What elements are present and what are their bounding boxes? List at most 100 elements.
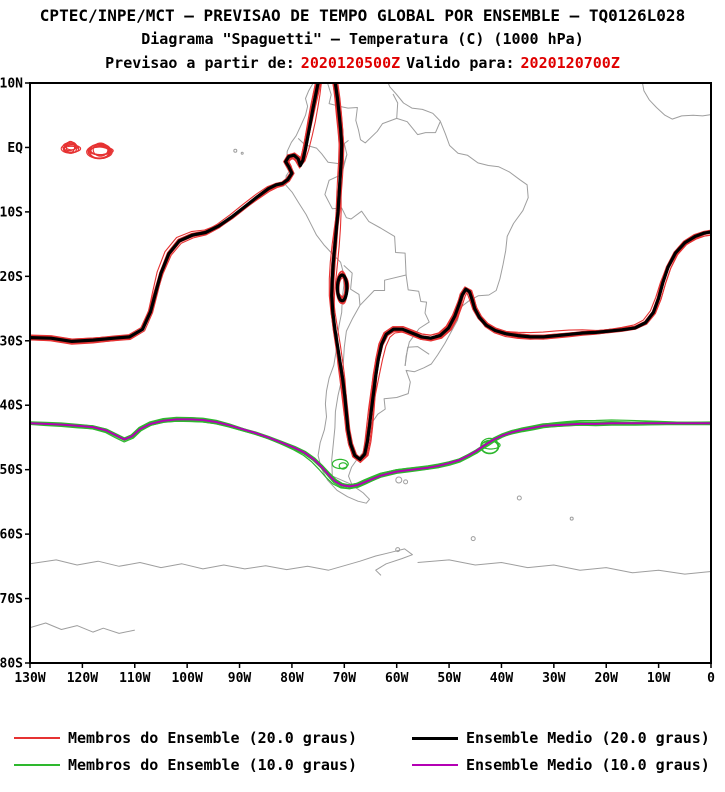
y-tick-label: 70S	[0, 592, 23, 607]
legend-item: Membros do Ensemble (10.0 graus)	[14, 756, 412, 774]
member-line	[331, 83, 711, 463]
member-loop	[86, 144, 113, 160]
legend-line-sample	[412, 764, 458, 766]
mean-loop	[335, 273, 349, 303]
member-line	[30, 83, 321, 342]
legend-item: Ensemble Medio (20.0 graus)	[412, 729, 725, 747]
island	[403, 479, 409, 485]
y-tick-label: 40S	[0, 399, 23, 414]
legend-label: Membros do Ensemble (10.0 graus)	[68, 756, 357, 774]
island	[470, 536, 476, 542]
member-line	[30, 420, 711, 490]
legend-item: Ensemble Medio (10.0 graus)	[412, 756, 725, 774]
member-line	[330, 83, 711, 462]
member-line	[30, 83, 322, 343]
coastline	[396, 117, 441, 136]
init-label: Previsao a partir de:	[105, 54, 295, 72]
y-tick-label: 10S	[0, 205, 23, 220]
legend-label: Ensemble Medio (20.0 graus)	[466, 729, 710, 747]
member-line	[329, 83, 711, 461]
x-tick-label: 120W	[67, 671, 98, 686]
legend-label: Membros do Ensemble (20.0 graus)	[68, 729, 357, 747]
member-line	[30, 83, 319, 341]
y-tick-label: 50S	[0, 463, 23, 478]
member-line	[30, 83, 318, 343]
member-line	[30, 83, 321, 341]
member-line	[330, 83, 711, 461]
legend-line-sample	[14, 737, 60, 739]
member-line	[30, 83, 322, 341]
coastline	[285, 83, 529, 504]
plot-border	[29, 82, 712, 664]
mean-line	[30, 418, 711, 488]
legend-line-sample	[412, 736, 458, 740]
x-tick-label: 130W	[14, 671, 45, 686]
coastlines-layer	[30, 83, 711, 634]
x-tick-label: 0	[707, 671, 715, 686]
member-loop	[331, 458, 349, 470]
member-line	[333, 83, 711, 460]
coastline	[30, 622, 135, 634]
island	[395, 547, 401, 553]
header: CPTEC/INPE/MCT — PREVISAO DE TEMPO GLOBA…	[0, 0, 725, 75]
member-line	[331, 83, 711, 462]
coastline	[297, 138, 349, 165]
member-line	[331, 83, 711, 461]
member-line	[331, 83, 711, 461]
x-tick-label: 110W	[119, 671, 150, 686]
member-loop	[90, 146, 112, 156]
member-line	[328, 83, 711, 464]
member-loop	[62, 142, 77, 152]
forecast-dates: Previsao a partir de: 2020120500Z Valido p…	[0, 51, 725, 75]
ensemble-mean-temperature-10C	[30, 418, 711, 488]
coastline	[324, 154, 407, 276]
page-subtitle: Diagrama "Spaguetti" — Temperatura (C) (…	[141, 30, 584, 48]
y-tick-label: 60S	[0, 528, 23, 543]
member-line	[331, 83, 711, 458]
x-tick-label: 30W	[542, 671, 566, 686]
coastline	[326, 83, 399, 144]
island	[233, 148, 238, 153]
member-line	[330, 83, 711, 459]
x-tick-label: 80W	[280, 671, 304, 686]
mean-line	[30, 83, 320, 343]
coastline	[404, 346, 430, 366]
member-line	[30, 83, 320, 342]
legend-label: Ensemble Medio (10.0 graus)	[466, 756, 710, 774]
mean-line	[330, 83, 711, 461]
valid-datetime: 2020120700Z	[520, 54, 620, 72]
page-title: CPTEC/INPE/MCT — PREVISAO DE TEMPO GLOBA…	[39, 6, 686, 25]
island	[395, 476, 403, 484]
map-layers	[30, 83, 711, 634]
x-tick-label: 70W	[333, 671, 357, 686]
y-tick-label: 30S	[0, 334, 23, 349]
member-line	[332, 83, 711, 461]
coastline	[641, 83, 711, 120]
member-line	[30, 83, 319, 344]
valid-label: Valido para:	[406, 54, 515, 72]
y-tick-label: 80S	[0, 657, 23, 672]
y-tick-label: EQ	[7, 141, 23, 156]
init-datetime: 2020120500Z	[300, 54, 401, 72]
member-loop	[338, 462, 348, 470]
member-line	[30, 83, 319, 341]
member-line	[30, 83, 320, 340]
member-line	[332, 83, 711, 459]
legend-line-sample	[14, 764, 60, 766]
x-tick-label: 10W	[647, 671, 671, 686]
x-tick-label: 60W	[385, 671, 409, 686]
legend-item: Membros do Ensemble (20.0 graus)	[14, 729, 412, 747]
member-line	[30, 83, 321, 340]
x-tick-label: 40W	[490, 671, 514, 686]
coastline	[359, 274, 407, 306]
x-tick-label: 20W	[594, 671, 618, 686]
x-tick-label: 90W	[228, 671, 252, 686]
island	[516, 495, 522, 501]
coastline	[30, 548, 413, 576]
y-tick-label: 10N	[0, 77, 23, 92]
x-tick-label: 50W	[437, 671, 461, 686]
island	[240, 151, 244, 155]
